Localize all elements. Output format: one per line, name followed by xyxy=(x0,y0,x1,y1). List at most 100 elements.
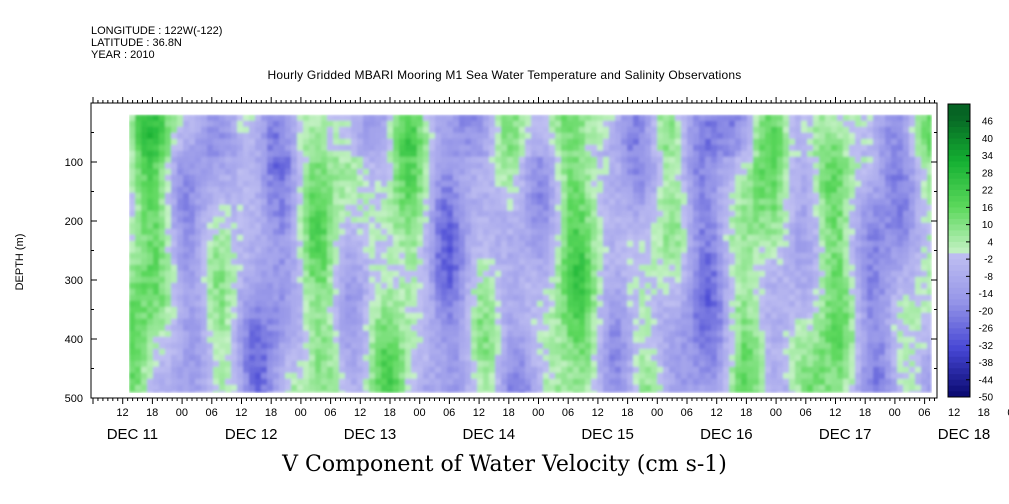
heatmap-cell xyxy=(399,246,406,254)
heatmap-cell xyxy=(771,156,778,164)
heatmap-cell xyxy=(549,114,556,122)
heatmap-cell xyxy=(795,324,802,332)
heatmap-cell xyxy=(177,324,184,332)
heatmap-cell xyxy=(789,228,796,236)
heatmap-cell xyxy=(363,138,370,146)
heatmap-cell xyxy=(297,282,304,290)
heatmap-cell xyxy=(357,174,364,182)
heatmap-cell xyxy=(843,312,850,320)
heatmap-cell xyxy=(189,138,196,146)
heatmap-cell xyxy=(273,174,280,182)
heatmap-cell xyxy=(387,210,394,218)
heatmap-cell xyxy=(249,144,256,152)
heatmap-cell xyxy=(225,126,232,134)
heatmap-cell xyxy=(279,162,286,170)
heatmap-cell xyxy=(891,192,898,200)
heatmap-cell xyxy=(549,246,556,254)
heatmap-cell xyxy=(561,138,568,146)
heatmap-cell xyxy=(597,180,604,188)
heatmap-cell xyxy=(897,288,904,296)
heatmap-cell xyxy=(741,282,748,290)
heatmap-cell xyxy=(177,168,184,176)
heatmap-cell xyxy=(531,324,538,332)
heatmap-cell xyxy=(339,114,346,122)
heatmap-cell xyxy=(687,318,694,326)
heatmap-cell xyxy=(513,228,520,236)
heatmap-cell xyxy=(339,204,346,212)
heatmap-cell xyxy=(723,222,730,230)
heatmap-cell xyxy=(531,252,538,260)
heatmap-cell xyxy=(195,192,202,200)
heatmap-cell xyxy=(627,264,634,272)
heatmap-cell xyxy=(561,114,568,122)
heatmap-cell xyxy=(921,282,928,290)
heatmap-cell xyxy=(543,210,550,218)
heatmap-cell xyxy=(555,138,562,146)
heatmap-cell xyxy=(885,126,892,134)
heatmap-cell xyxy=(771,126,778,134)
heatmap-cell xyxy=(189,228,196,236)
heatmap-cell xyxy=(777,162,784,170)
heatmap-cell xyxy=(495,234,502,242)
heatmap-cell xyxy=(897,174,904,182)
heatmap-cell xyxy=(297,210,304,218)
heatmap-cell xyxy=(441,168,448,176)
heatmap-cell xyxy=(729,234,736,242)
heatmap-cell xyxy=(231,174,238,182)
heatmap-cell xyxy=(579,318,586,326)
heatmap-cell xyxy=(219,198,226,206)
heatmap-cell xyxy=(405,282,412,290)
heatmap-cell xyxy=(141,324,148,332)
heatmap-cell xyxy=(297,336,304,344)
heatmap-cell xyxy=(429,186,436,194)
heatmap-cell xyxy=(861,228,868,236)
heatmap-cell xyxy=(621,156,628,164)
heatmap-cell xyxy=(759,186,766,194)
heatmap-cell xyxy=(381,174,388,182)
heatmap-cell xyxy=(753,264,760,272)
heatmap-cell xyxy=(609,198,616,206)
heatmap-cell xyxy=(651,258,658,266)
heatmap-cell xyxy=(513,252,520,260)
heatmap-cell xyxy=(165,120,172,128)
heatmap-cell xyxy=(303,222,310,230)
heatmap-cell xyxy=(477,264,484,272)
heatmap-cell xyxy=(687,294,694,302)
heatmap-cell xyxy=(711,306,718,314)
heatmap-cell xyxy=(657,222,664,230)
heatmap-cell xyxy=(615,156,622,164)
heatmap-cell xyxy=(873,192,880,200)
heatmap-cell xyxy=(759,240,766,248)
heatmap-cell xyxy=(231,198,238,206)
heatmap-cell xyxy=(447,174,454,182)
heatmap-cell xyxy=(201,132,208,140)
heatmap-cell xyxy=(357,156,364,164)
heatmap-cell xyxy=(429,288,436,296)
heatmap-cell xyxy=(699,180,706,188)
heatmap-cell xyxy=(243,276,250,284)
heatmap-cell xyxy=(783,150,790,158)
heatmap-cell xyxy=(483,276,490,284)
heatmap-cell xyxy=(393,318,400,326)
heatmap-cell xyxy=(333,282,340,290)
heatmap-cell xyxy=(759,120,766,128)
heatmap-cell xyxy=(891,222,898,230)
heatmap-cell xyxy=(669,246,676,254)
heatmap-cell xyxy=(831,228,838,236)
heatmap-cell xyxy=(585,264,592,272)
heatmap-cell xyxy=(555,222,562,230)
heatmap-cell xyxy=(243,174,250,182)
heatmap-cell xyxy=(135,240,142,248)
heatmap-cell xyxy=(621,186,628,194)
heatmap-cell xyxy=(615,264,622,272)
heatmap-cell xyxy=(483,150,490,158)
heatmap-cell xyxy=(615,174,622,182)
heatmap-cell xyxy=(789,324,796,332)
heatmap-cell xyxy=(153,150,160,158)
heatmap-cell xyxy=(897,120,904,128)
heatmap-cell xyxy=(639,312,646,320)
heatmap-cell xyxy=(873,258,880,266)
heatmap-cell xyxy=(765,270,772,278)
heatmap-cell xyxy=(591,132,598,140)
heatmap-cell xyxy=(819,246,826,254)
